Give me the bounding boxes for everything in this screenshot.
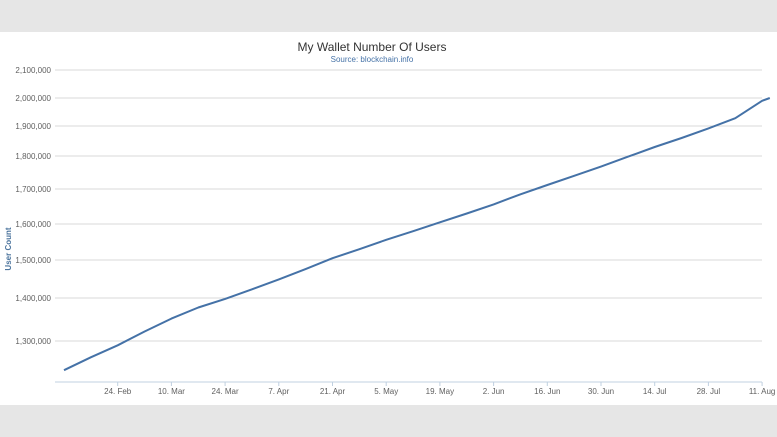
y-tick-label: 1,400,000 — [15, 294, 51, 303]
x-tick-label: 14. Jul — [643, 387, 667, 396]
x-tick-label: 30. Jun — [588, 387, 614, 396]
x-tick-label: 11. Aug — [749, 387, 776, 396]
y-tick-label: 1,300,000 — [15, 337, 51, 346]
x-tick-label: 28. Jul — [697, 387, 721, 396]
chart-panel: My Wallet Number Of Users Source: blockc… — [0, 32, 777, 405]
chart-subtitle: Source: blockchain.info — [331, 55, 414, 64]
y-tick-label: 2,000,000 — [15, 94, 51, 103]
y-tick-label: 1,700,000 — [15, 185, 51, 194]
x-tick-label: 5. May — [374, 387, 398, 396]
x-tick-label: 2. Jun — [483, 387, 505, 396]
gridlines — [55, 69, 762, 342]
x-tick-label: 21. Apr — [320, 387, 346, 396]
x-tick-label: 24. Mar — [212, 387, 239, 396]
y-tick-labels: 1,300,000 1,400,000 1,500,000 1,600,000 1,70… — [15, 66, 51, 346]
x-tick-label: 19. May — [426, 387, 454, 396]
y-tick-label: 1,800,000 — [15, 152, 51, 161]
series-line-users — [63, 97, 771, 372]
y-tick-label: 1,600,000 — [15, 220, 51, 229]
chart-title: My Wallet Number Of Users — [298, 40, 447, 54]
y-tick-label: 1,500,000 — [15, 256, 51, 265]
y-tick-label: 1,900,000 — [15, 122, 51, 131]
x-tick-label: 7. Apr — [268, 387, 289, 396]
x-tick-label: 16. Jun — [534, 387, 560, 396]
y-axis-label: User Count — [4, 227, 13, 270]
x-tick-label: 10. Mar — [158, 387, 185, 396]
line-chart: My Wallet Number Of Users Source: blockc… — [4, 40, 775, 396]
x-tick-label: 24. Feb — [104, 387, 132, 396]
y-tick-label: 2,100,000 — [15, 66, 51, 75]
x-tick-labels: 24. Feb 10. Mar 24. Mar 7. Apr 21. Apr 5. May… — [104, 382, 775, 396]
